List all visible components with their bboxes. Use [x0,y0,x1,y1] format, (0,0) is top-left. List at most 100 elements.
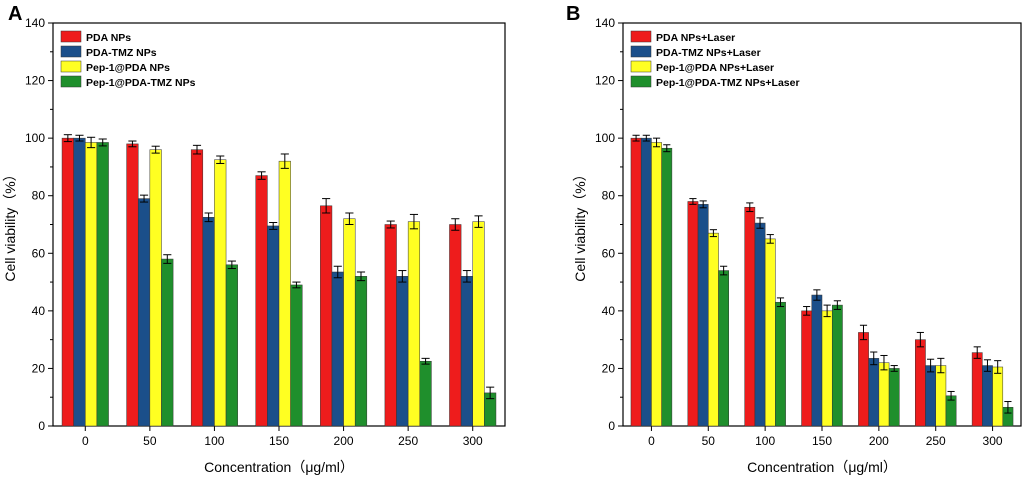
x-tick-label: 0 [82,434,89,448]
bar [331,271,344,427]
bar [801,310,813,427]
x-tick-label: 300 [463,434,483,448]
x-tick-label: 100 [204,434,224,448]
legend-swatch [60,60,82,73]
bar [831,304,843,427]
legend-label: PDA-TMZ NPs+Laser [656,47,761,59]
bar [697,204,709,427]
bar [971,352,983,427]
legend-label: Pep-1@PDA-TMZ NPs [86,77,196,89]
legend-label: PDA NPs [86,32,131,44]
bar [202,217,215,427]
bar [708,232,719,427]
x-tick-label: 250 [398,434,418,448]
x-tick-label: 150 [812,434,832,448]
bar [764,238,776,427]
bar [96,142,109,427]
bar [460,276,473,427]
bar [651,142,662,427]
y-tick-label: 40 [32,304,46,318]
x-tick-label: 100 [755,434,775,448]
y-tick-label: 0 [608,419,615,433]
y-tick-label: 120 [25,74,45,88]
bar [61,137,74,427]
legend-swatch [60,45,82,58]
bar [290,284,303,427]
bar [640,137,652,427]
legend-swatch [60,75,82,88]
bar [137,198,151,427]
x-tick-label: 50 [143,434,157,448]
bar [661,147,673,427]
x-tick-label: 50 [702,434,716,448]
legend-label: PDA-TMZ NPs [86,47,157,59]
bar [888,368,900,427]
y-tick-label: 40 [602,304,616,318]
y-tick-label: 20 [32,361,46,375]
panel-letter: A [8,3,22,25]
bar [384,224,397,427]
bar [190,149,204,427]
legend-swatch [630,60,652,73]
bar [744,206,756,427]
x-tick-label: 200 [869,434,889,448]
bar [811,294,823,427]
y-tick-label: 140 [25,16,45,30]
bar [267,225,280,427]
x-tick-label: 150 [269,434,289,448]
x-tick-label: 300 [983,434,1003,448]
y-tick-label: 60 [32,246,46,260]
y-tick-label: 60 [602,246,616,260]
bar [630,137,642,427]
x-tick-label: 0 [648,434,655,448]
bar [354,276,368,427]
legend-label: Pep-1@PDA NPs+Laser [656,62,774,74]
y-axis-title: Cell viability（%） [572,167,588,281]
legend-swatch [630,45,652,58]
bar [925,365,936,427]
bar [687,201,699,427]
bar [407,221,421,427]
x-tick-label: 250 [926,434,946,448]
x-tick-label: 200 [334,434,354,448]
panel-letter: B [566,3,580,25]
bar [343,218,356,427]
bar [718,270,730,427]
x-axis-title: Concentration（μg/ml） [204,459,354,475]
bar [858,332,869,427]
legend-swatch [630,30,652,43]
bar [85,142,98,427]
bar [775,301,786,427]
bar [255,175,268,427]
y-tick-label: 20 [602,361,616,375]
bar [821,310,833,427]
legend-swatch [60,30,82,43]
bar [278,160,291,427]
legend-swatch [630,75,652,88]
bar [126,143,139,427]
y-tick-label: 80 [602,189,616,203]
bar [868,358,880,427]
y-tick-label: 80 [32,189,46,203]
bar [419,360,432,427]
panel-b: B 0 20 40 60 80 100 120 140 0 50 100 150 200 250 300 Con… [566,3,1022,475]
bar [320,205,333,427]
bar [992,366,1004,427]
y-axis-title: Cell viability（%） [2,167,18,281]
bar [449,224,462,427]
y-tick-label: 100 [25,131,45,145]
bar [472,221,485,427]
bar [935,365,947,427]
legend-label: Pep-1@PDA NPs [86,62,170,74]
legend-label: Pep-1@PDA-TMZ NPs+Laser [656,77,800,89]
bar [214,159,227,427]
bar [914,339,926,427]
y-tick-label: 120 [595,74,615,88]
bar [161,258,174,427]
y-tick-label: 140 [595,16,615,30]
bar [982,365,993,427]
bar [149,149,162,427]
y-tick-label: 100 [595,131,615,145]
bar [878,362,890,427]
